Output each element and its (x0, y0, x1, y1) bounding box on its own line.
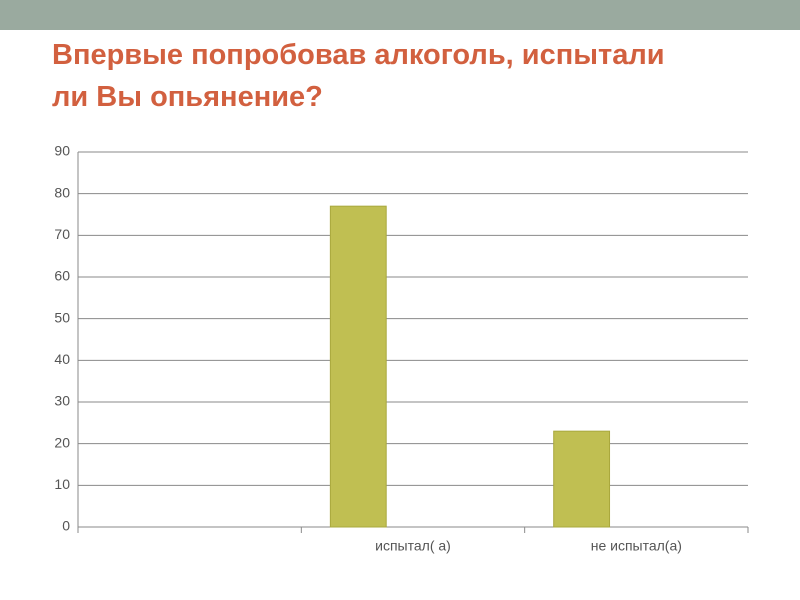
y-tick-label: 10 (54, 476, 70, 492)
top-bar (0, 0, 800, 30)
chart-title: Впервые попробовав алкоголь, испытали ли… (52, 39, 665, 113)
y-tick-label: 0 (62, 518, 70, 534)
bar (553, 430, 611, 528)
x-tick-label: испытал( а) (375, 538, 451, 554)
y-tick-label: 30 (54, 393, 70, 409)
y-tick-label: 90 (54, 143, 70, 159)
y-tick-label: 60 (54, 268, 70, 284)
y-tick-label: 20 (54, 434, 70, 450)
bar (329, 205, 387, 528)
y-tick-label: 50 (54, 309, 70, 325)
x-tick-label: не испытал(а) (591, 538, 682, 554)
y-tick-label: 40 (54, 351, 70, 367)
y-tick-label: 80 (54, 184, 70, 200)
y-tick-label: 70 (54, 226, 70, 242)
